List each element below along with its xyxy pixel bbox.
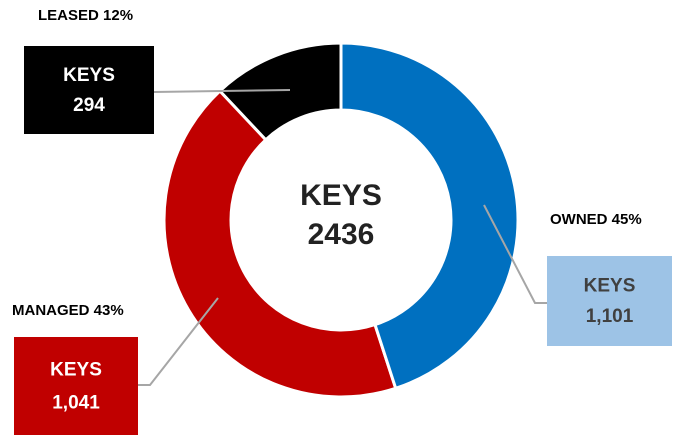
segment-label: MANAGED 43% xyxy=(12,302,124,319)
percent-label: 43% xyxy=(94,302,124,319)
connector-line xyxy=(138,297,219,386)
category-name: MANAGED xyxy=(12,302,90,319)
connector-line xyxy=(153,89,291,93)
keys-value: 294 xyxy=(73,95,105,116)
donut-segment xyxy=(339,41,520,391)
donut-segment xyxy=(162,88,398,399)
segment-label: OWNED 45% xyxy=(550,211,642,228)
center-total: 2436 xyxy=(308,218,375,251)
keys-box xyxy=(24,46,154,134)
percent-label: 12% xyxy=(103,7,133,24)
keys-title: KEYS xyxy=(584,276,636,297)
keys-value: 1,041 xyxy=(52,393,100,414)
segment-label: LEASED 12% xyxy=(38,7,133,24)
category-name: LEASED xyxy=(38,7,99,24)
center-label: KEYS xyxy=(300,179,382,212)
percent-label: 45% xyxy=(612,211,642,228)
keys-value: 1,101 xyxy=(586,306,634,327)
keys-box xyxy=(547,256,672,346)
keys-title: KEYS xyxy=(50,359,102,380)
keys-box xyxy=(14,337,138,435)
connector-line xyxy=(483,204,547,304)
keys-title: KEYS xyxy=(63,65,115,86)
category-name: OWNED xyxy=(550,211,608,228)
